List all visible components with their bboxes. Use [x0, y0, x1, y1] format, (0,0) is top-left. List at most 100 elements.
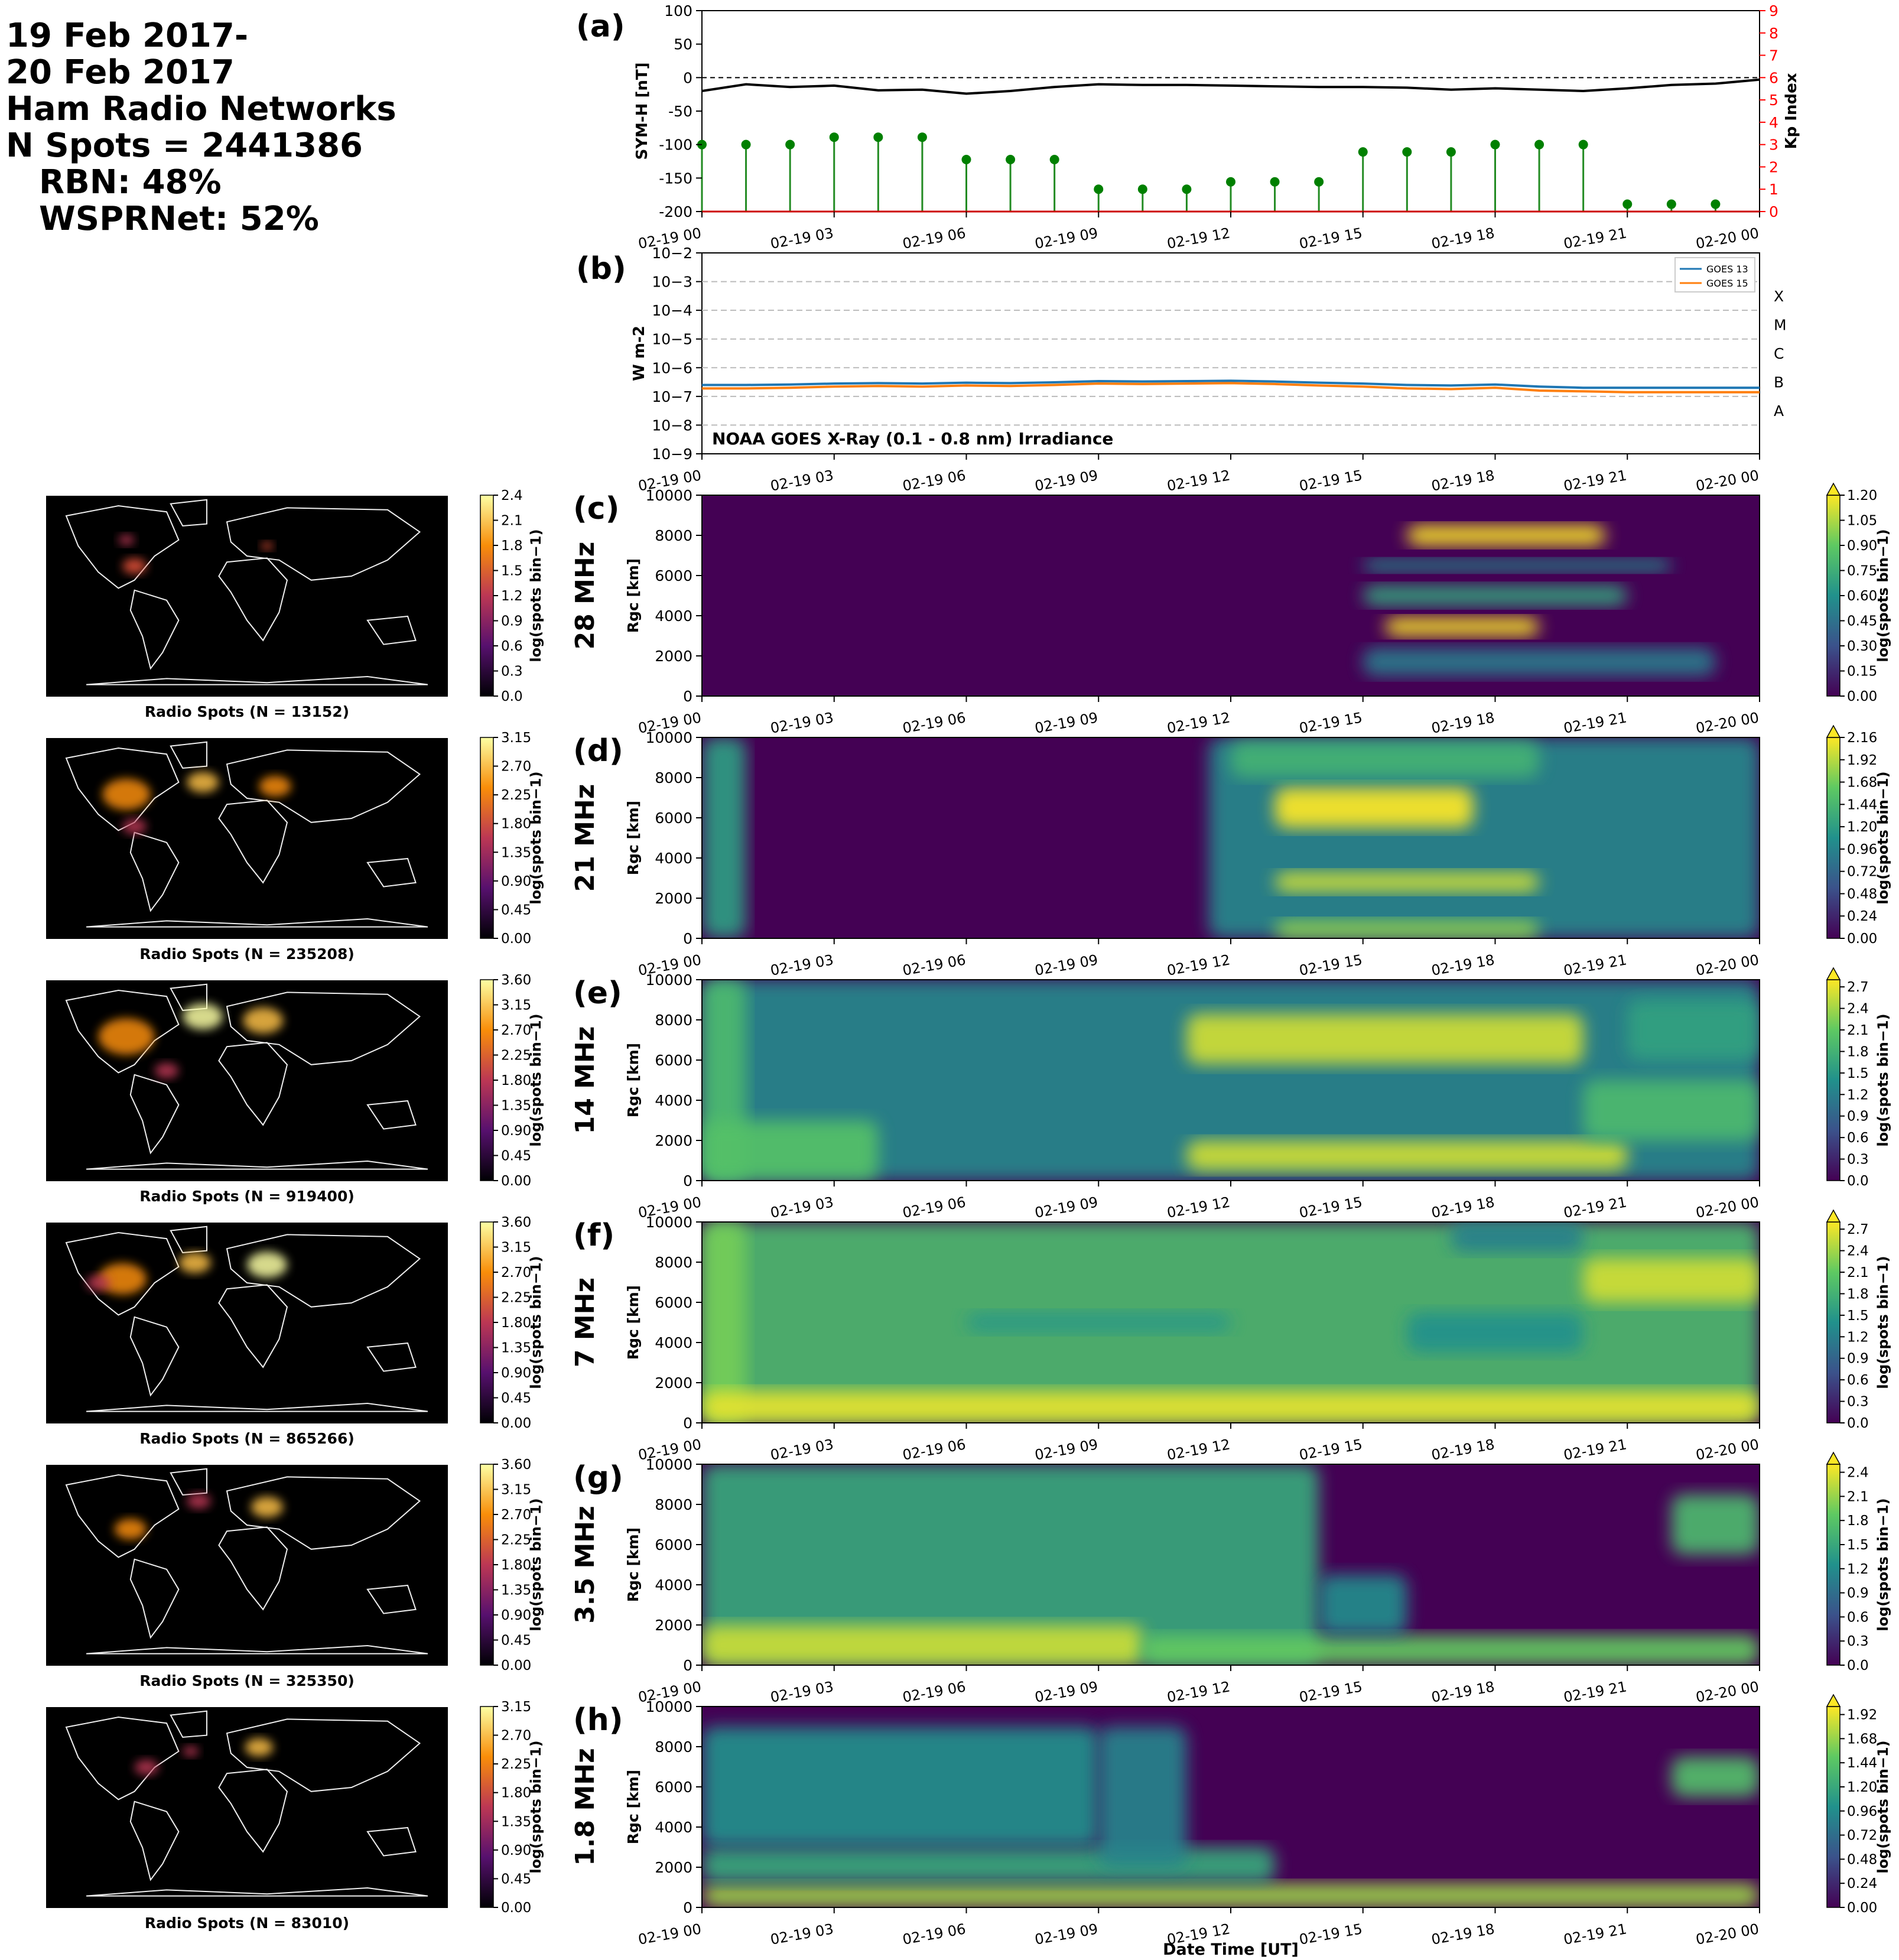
- coastline: [129, 831, 180, 912]
- heatmap-content: [702, 980, 1760, 1181]
- x-tick-label: 02-19 06: [901, 1194, 967, 1221]
- y-tick-label: 0: [1769, 203, 1778, 220]
- cb-label: log(spots bin−1): [1875, 1740, 1891, 1873]
- map-cb-tick-label: 0.45: [501, 902, 531, 918]
- coastline: [366, 1342, 417, 1372]
- flare-class-label: B: [1774, 374, 1784, 391]
- coastline: [366, 857, 417, 888]
- map-cb-tick-label: 0.45: [501, 1871, 531, 1887]
- cb-tick-label: 0.00: [1847, 1900, 1877, 1916]
- coastline: [86, 1644, 428, 1655]
- cb-tick-label: 1.05: [1847, 513, 1877, 529]
- map-cb-tick-label: 0.90: [501, 1123, 531, 1139]
- kp-marker: [1622, 199, 1633, 209]
- coastline: [129, 1074, 180, 1155]
- map-background: [46, 738, 448, 939]
- coastline: [129, 1558, 180, 1639]
- panel-a-letter: (a): [576, 9, 625, 44]
- heatmap-content: [702, 1727, 1760, 1907]
- panel-b-frame: [701, 252, 1760, 454]
- coastline: [65, 1474, 180, 1558]
- spot-density: [178, 1252, 211, 1273]
- y-tick-label: 10−6: [652, 359, 692, 376]
- x-tick-label: 02-19 15: [1298, 1678, 1364, 1705]
- x-tick-label: 02-19 15: [1298, 1920, 1364, 1948]
- kp-marker: [1226, 177, 1235, 187]
- kp-marker: [1578, 139, 1588, 149]
- map-background: [46, 980, 448, 1181]
- x-tick-label: 02-20 00: [1695, 1436, 1760, 1463]
- y-tick-label: 10000: [645, 971, 692, 989]
- intensity-region: [1627, 1000, 1760, 1060]
- panel-letter: (d): [573, 733, 623, 769]
- x-tick-label: 02-20 00: [1695, 467, 1760, 494]
- spot-density: [251, 1496, 284, 1518]
- x-tick-label: 02-20 00: [1695, 951, 1760, 979]
- coastline: [366, 615, 417, 645]
- cb-tick-label: 0.90: [1847, 538, 1877, 554]
- spot-density: [102, 778, 151, 810]
- x-tick-label: 02-19 12: [1166, 1194, 1231, 1221]
- heatmap-panel: [701, 737, 1760, 939]
- x-tick-label: 02-19 09: [1033, 1920, 1099, 1948]
- y-tick-label: 4000: [655, 1092, 692, 1109]
- y-tick-label: 6000: [655, 1536, 692, 1553]
- heatmap-colorbar: [1826, 737, 1841, 939]
- spot-density: [247, 1252, 287, 1278]
- colorbar-extend-arrow: [1826, 1694, 1841, 1707]
- heatmap-panel: [701, 1706, 1760, 1908]
- coastline: [218, 799, 288, 884]
- coastline: [170, 1226, 207, 1254]
- y-tick-label: 0: [683, 1415, 692, 1432]
- x-tick-label: 02-19 09: [1033, 1194, 1099, 1221]
- kp-marker: [961, 154, 971, 164]
- y-tick-label: 9: [1769, 2, 1778, 19]
- x-tick-label: 02-20 00: [1695, 1678, 1760, 1705]
- y-tick-label: 4: [1769, 114, 1778, 131]
- cb-label: log(spots bin−1): [1875, 529, 1891, 662]
- x-tick-label: 02-19 21: [1562, 709, 1628, 736]
- band-label: 28 MHz: [570, 542, 600, 650]
- coastline: [170, 499, 207, 527]
- map-cb-tick-label: 0.90: [501, 1608, 531, 1623]
- map-cb-label: log(spots bin−1): [528, 529, 544, 662]
- intensity-region: [1274, 872, 1540, 892]
- cb-tick-label: 0.0: [1847, 1174, 1869, 1189]
- y-tick-label: 2: [1769, 158, 1778, 175]
- coastline: [218, 1284, 288, 1369]
- y-tick-label: 8000: [655, 527, 692, 544]
- x-tick-label: 02-19 03: [769, 467, 835, 494]
- map-cb-tick-label: 0.00: [501, 1174, 531, 1189]
- heatmap-ylabel: Rgc [km]: [625, 1770, 642, 1844]
- map-cb-tick-label: 0.3: [501, 664, 523, 680]
- x-tick-label: 02-19 18: [1430, 467, 1495, 494]
- map-caption: Radio Spots (N = 325350): [139, 1672, 355, 1689]
- intensity-region: [702, 1222, 746, 1423]
- colorbar-extend-arrow: [1826, 967, 1841, 980]
- spot-density: [122, 558, 147, 574]
- x-tick-label: 02-20 00: [1695, 709, 1760, 736]
- spot-density: [98, 1263, 147, 1295]
- header-rbn-share: RBN: 48%: [39, 163, 222, 201]
- y-tick-label: 2000: [655, 1374, 692, 1392]
- coastline: [86, 1402, 428, 1412]
- panel-letter: (g): [573, 1460, 623, 1496]
- panel-letter: (e): [573, 976, 622, 1011]
- y-tick-label: 100: [664, 2, 692, 19]
- map-colorbar: [480, 1706, 494, 1908]
- cb-tick-label: 0.15: [1847, 664, 1877, 680]
- cb-tick-label: 0.96: [1847, 842, 1877, 857]
- intensity-region: [1385, 617, 1540, 636]
- cb-tick-label: 1.92: [1847, 753, 1877, 768]
- map-caption: Radio Spots (N = 919400): [139, 1188, 355, 1205]
- spot-density: [261, 542, 274, 550]
- x-tick-label: 02-19 21: [1562, 1436, 1628, 1463]
- intensity-region: [1274, 788, 1474, 828]
- map-cb-tick-label: 2.70: [501, 1265, 531, 1280]
- x-tick-label: 02-19 21: [1562, 1194, 1628, 1221]
- band-label: 3.5 MHz: [570, 1506, 600, 1623]
- cb-tick-label: 0.9: [1847, 1351, 1869, 1367]
- map-cb-tick-label: 3.15: [501, 1240, 531, 1256]
- cb-tick-label: 1.2: [1847, 1087, 1869, 1103]
- band-label: 7 MHz: [570, 1278, 600, 1367]
